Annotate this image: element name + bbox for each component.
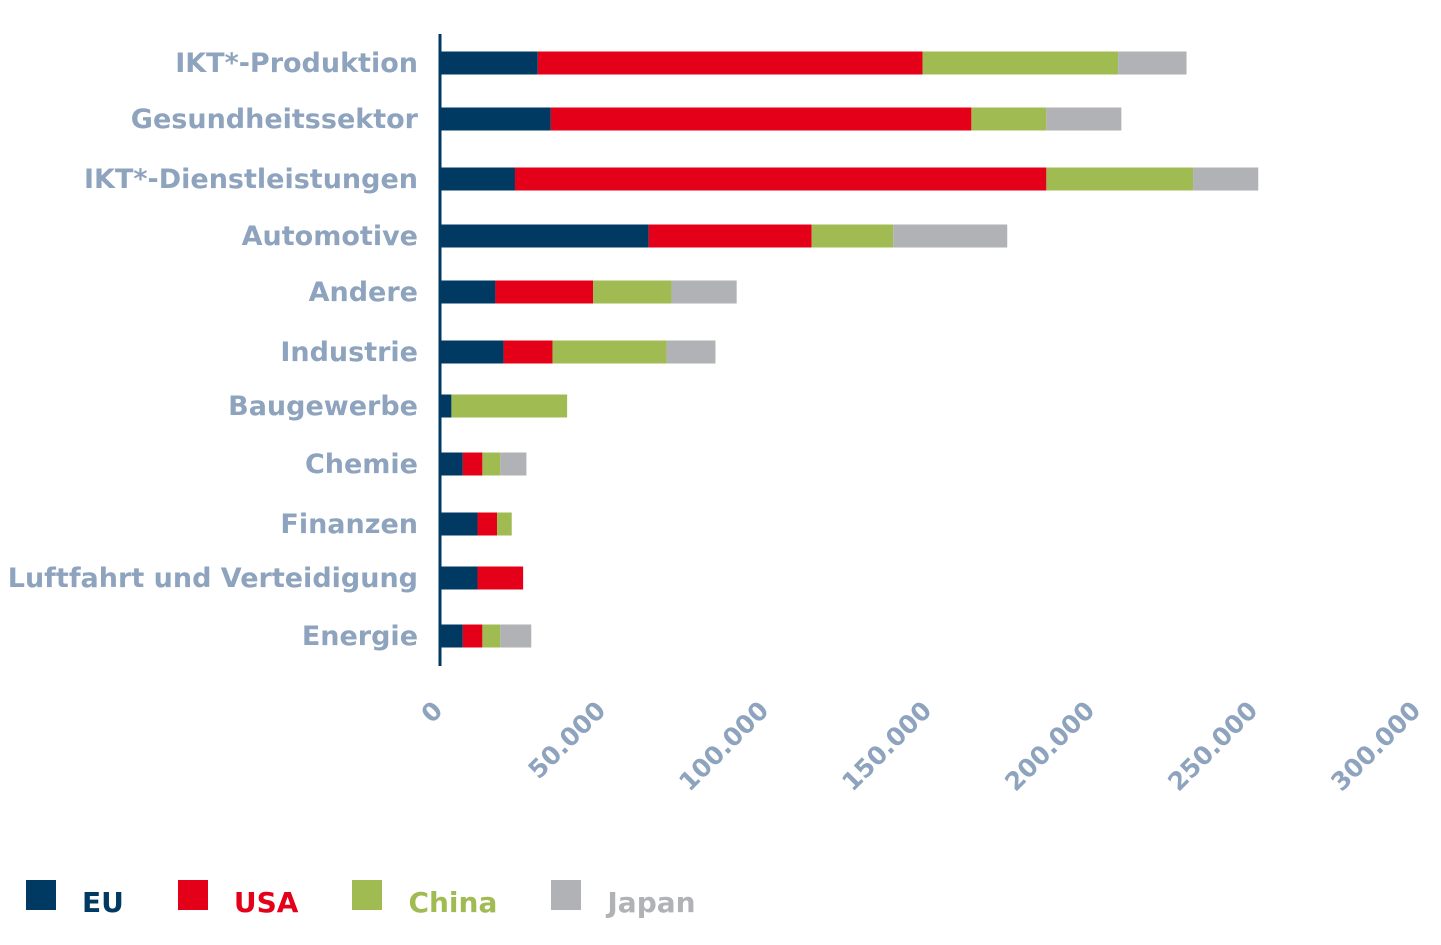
bar-segment-eu <box>440 167 515 191</box>
bar-segment-usa <box>514 167 1047 191</box>
bar-segment-china <box>451 394 568 418</box>
bar-segment-china <box>811 224 894 248</box>
bar-segment-japan <box>1118 51 1187 75</box>
legend-swatch <box>352 879 383 910</box>
bar-segment-china <box>593 280 672 304</box>
x-tick-label: 50.000 <box>523 696 612 785</box>
bar-segment-usa <box>462 452 483 476</box>
legend-swatch <box>26 879 56 910</box>
category-label: Energie <box>302 621 418 652</box>
bar-segment-china <box>482 452 501 476</box>
x-tick-label: 150.000 <box>836 696 937 797</box>
category-label: IKT*-Dienstleistungen <box>84 164 418 195</box>
legend-label: USA <box>233 886 299 919</box>
category-label: Baugewerbe <box>228 391 418 422</box>
bar-segment-china <box>971 107 1047 131</box>
bar-segment-eu <box>440 107 551 131</box>
bar-segment-usa <box>550 107 972 131</box>
stacked-bar-chart: IKT*-Produktion Gesundheitssektor IKT*-Die… <box>8 34 1426 797</box>
category-label: Finanzen <box>280 509 418 540</box>
bar-segment-china <box>482 624 501 648</box>
bar-segment-usa <box>648 224 812 248</box>
bar-segment-eu <box>440 280 496 304</box>
legend-item-japan: Japan <box>551 878 749 919</box>
x-tick-label: 300.000 <box>1325 696 1426 797</box>
category-label: Gesundheitssektor <box>131 104 419 135</box>
bar-segment-usa <box>495 280 594 304</box>
x-tick-label: 200.000 <box>999 696 1100 797</box>
legend-label: EU <box>82 886 124 919</box>
category-label: Automotive <box>242 221 418 252</box>
legend-label: China <box>408 886 498 919</box>
bar-segment-usa <box>462 624 483 648</box>
x-tick-label: 250.000 <box>1162 696 1263 797</box>
category-label: Luftfahrt und Verteidigung <box>8 563 418 594</box>
legend-item-usa: USA <box>177 878 353 919</box>
legend: EU USA China Japan <box>26 878 750 919</box>
x-tick-label: 0 <box>415 696 448 729</box>
category-label: Industrie <box>280 337 418 368</box>
bar-segment-japan <box>671 280 737 304</box>
bar-segment-eu <box>440 452 463 476</box>
bars-group <box>440 51 1259 648</box>
bar-segment-japan <box>500 452 527 476</box>
bar-segment-japan <box>1046 107 1122 131</box>
legend-swatch <box>551 879 582 910</box>
bar-segment-japan <box>500 624 532 648</box>
bar-segment-eu <box>440 512 478 536</box>
bar-segment-eu <box>440 394 452 418</box>
bar-segment-usa <box>477 566 524 590</box>
legend-swatch <box>177 879 208 910</box>
bar-segment-china <box>1046 167 1194 191</box>
bar-segment-eu <box>440 51 538 75</box>
bar-segment-china <box>497 512 512 536</box>
bar-segment-japan <box>666 340 716 364</box>
x-tick-labels: 0 50.000 100.000 150.000 200.000 250.000 300.0… <box>415 696 1426 797</box>
bar-segment-japan <box>893 224 1008 248</box>
bar-segment-usa <box>503 340 553 364</box>
bar-segment-china <box>552 340 667 364</box>
category-label: Chemie <box>305 449 418 480</box>
bar-segment-china <box>922 51 1119 75</box>
category-label: Andere <box>309 277 418 308</box>
category-label: IKT*-Produktion <box>175 48 418 79</box>
bar-segment-usa <box>477 512 498 536</box>
bar-segment-japan <box>1193 167 1259 191</box>
bar-segment-eu <box>440 624 463 648</box>
bar-segment-eu <box>440 224 649 248</box>
category-labels: IKT*-Produktion Gesundheitssektor IKT*-Die… <box>8 48 419 652</box>
bar-segment-eu <box>440 340 504 364</box>
legend-item-china: China <box>352 878 551 919</box>
bar-segment-eu <box>440 566 478 590</box>
legend-item-eu: EU <box>26 878 178 919</box>
bar-segment-usa <box>537 51 923 75</box>
x-tick-label: 100.000 <box>673 696 774 797</box>
legend-label: Japan <box>607 886 696 919</box>
